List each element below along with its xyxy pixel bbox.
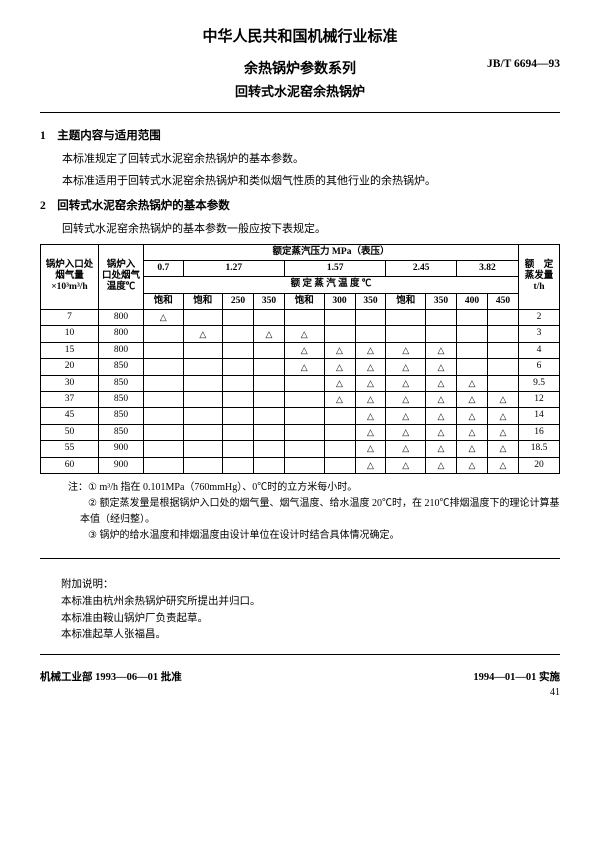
section1-heading: 1 主题内容与适用范围 [40,127,560,143]
title-block: 余热锅炉参数系列 JB/T 6694—93 回转式水泥窑余热锅炉 [40,58,560,100]
table-row: 50850△△△△△16 [41,424,560,440]
section1-p1: 本标准规定了回转式水泥窑余热锅炉的基本参数。 [40,151,560,168]
main-title: 余热锅炉参数系列 [244,58,356,78]
sub-title: 回转式水泥窑余热锅炉 [40,81,560,100]
note-3: 锅炉的给水温度和排烟温度由设计单位在设计时结合具体情况确定。 [99,530,399,541]
divider-bottom [40,654,560,655]
country-title: 中华人民共和国机械行业标准 [40,25,560,46]
section2-heading: 2 回转式水泥窑余热锅炉的基本参数 [40,197,560,213]
standard-code: JB/T 6694—93 [487,58,560,70]
appendix-l3: 本标准起草人张福昌。 [40,627,560,644]
table-row: 45850△△△△△14 [41,408,560,424]
footer-left: 机械工业部 1993—06—01 批准 [40,669,182,684]
table-row: 20850△△△△△6 [41,359,560,375]
footer: 机械工业部 1993—06—01 批准 1994—01—01 实施 [40,669,560,684]
divider-top [40,112,560,113]
table-notes: 注：① m³/h 指在 0.101MPa（760mmHg）、0℃时的立方米每小时… [60,480,560,544]
table-row: 60900△△△△△20 [41,457,560,473]
table-row: 55900△△△△△18.5 [41,441,560,457]
table-row: 15800△△△△△4 [41,342,560,358]
appendix-block: 附加说明： 本标准由杭州余热锅炉研究所提出并归口。 本标准由鞍山锅炉厂负责起草。… [40,577,560,644]
footer-right: 1994—01—01 实施 [473,669,560,684]
table-row: 10800△△△3 [41,326,560,342]
divider-mid [40,558,560,559]
appendix-l1: 本标准由杭州余热锅炉研究所提出并归口。 [40,594,560,611]
page-number: 41 [40,687,560,698]
notes-label: 注： [68,482,88,493]
section2-p1: 回转式水泥窑余热锅炉的基本参数一般应按下表规定。 [40,221,560,238]
table-row: 7800△2 [41,310,560,326]
note-2: 额定蒸发量是根据锅炉入口处的烟气量、烟气温度、给水温度 20℃时，在 210℃排… [80,498,559,525]
parameter-table: 锅炉入口处烟气量×10³m³/h锅炉入口处烟气温度℃额定蒸汽压力 MPa（表压）… [40,244,560,474]
table-row: 30850△△△△△9.5 [41,375,560,391]
section1-p2: 本标准适用于回转式水泥窑余热锅炉和类似烟气性质的其他行业的余热锅炉。 [40,173,560,190]
table-row: 37850△△△△△△12 [41,392,560,408]
note-1: m³/h 指在 0.101MPa（760mmHg）、0℃时的立方米每小时。 [99,482,357,493]
appendix-title: 附加说明： [40,577,560,594]
appendix-l2: 本标准由鞍山锅炉厂负责起草。 [40,611,560,628]
